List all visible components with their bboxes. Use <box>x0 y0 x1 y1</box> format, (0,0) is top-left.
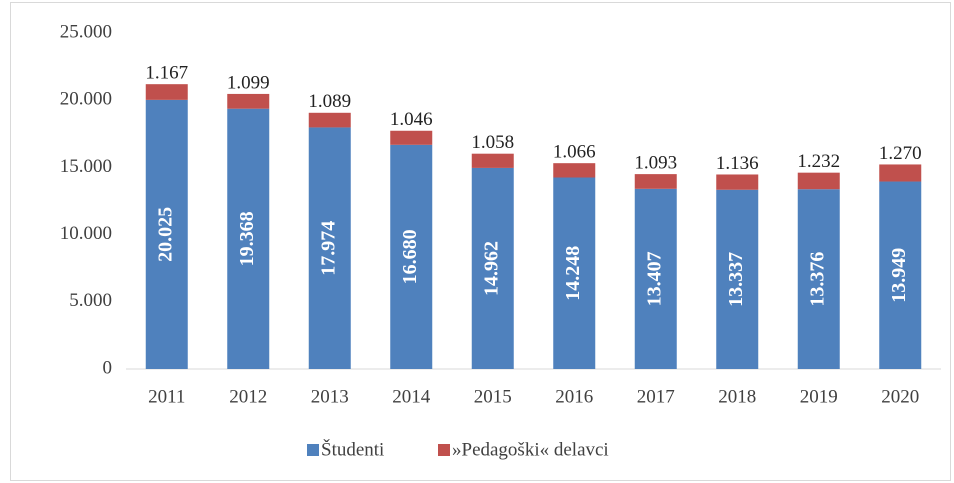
data-label: 16.680 <box>399 229 421 284</box>
data-label: 13.337 <box>725 252 747 307</box>
y-tick-label: 0 <box>103 357 113 378</box>
bar-segment <box>308 112 351 128</box>
bar-segment <box>553 163 596 178</box>
y-tick-label: 15.000 <box>60 156 112 177</box>
x-tick-label: 2019 <box>800 386 838 407</box>
data-label: 17.974 <box>317 221 339 276</box>
y-tick-label: 10.000 <box>60 223 112 244</box>
bar-segment <box>553 177 596 369</box>
data-label: 1.167 <box>145 63 188 84</box>
bar-segment <box>227 93 270 109</box>
y-tick-label: 20.000 <box>60 89 112 110</box>
data-label: 1.093 <box>634 152 677 173</box>
x-tick-label: 2014 <box>392 386 431 407</box>
bar-segment <box>227 108 270 369</box>
bar-segment <box>634 188 677 369</box>
legend-swatch <box>307 444 319 456</box>
legend-label: Študenti <box>321 438 384 460</box>
x-tick-label: 2015 <box>474 386 512 407</box>
data-label: 13.407 <box>643 251 665 306</box>
data-label: 1.066 <box>553 142 596 163</box>
data-label: 14.248 <box>562 246 584 301</box>
data-label: 14.962 <box>480 241 502 296</box>
bar-segment <box>145 84 188 100</box>
bar-segment <box>145 99 188 369</box>
x-tick-label: 2020 <box>881 386 919 407</box>
bar-segment <box>634 174 677 189</box>
x-tick-label: 2018 <box>718 386 756 407</box>
x-tick-label: 2013 <box>311 386 349 407</box>
data-label: 1.046 <box>390 109 433 130</box>
x-tick-label: 2012 <box>229 386 267 407</box>
bar-segment <box>308 127 351 369</box>
bar-segment <box>797 189 840 369</box>
x-tick-label: 2016 <box>555 386 593 407</box>
bar-segment <box>471 153 514 168</box>
y-tick-label: 5.000 <box>69 290 112 311</box>
bar-segment <box>471 167 514 369</box>
legend-label: »Pedagoški« delavci <box>452 439 609 460</box>
data-label: 13.949 <box>888 248 910 303</box>
data-label: 1.270 <box>879 143 922 164</box>
data-label: 1.232 <box>797 151 840 172</box>
bar-segment <box>716 189 759 369</box>
legend: Študenti »Pedagoški« delavci <box>307 438 609 460</box>
y-tick-label: 25.000 <box>60 21 112 42</box>
bar-segment <box>390 130 433 145</box>
x-tick-label: 2017 <box>637 386 675 407</box>
legend-swatch <box>438 444 450 456</box>
data-label: 1.089 <box>308 91 351 112</box>
data-label: 1.099 <box>227 72 270 93</box>
data-label: 20.025 <box>154 207 176 262</box>
bar-segment <box>879 164 922 182</box>
x-tick-label: 2011 <box>148 386 185 407</box>
bar-segment <box>716 174 759 190</box>
bar-segment <box>797 172 840 190</box>
bar-segment <box>879 181 922 369</box>
data-label: 19.368 <box>236 211 258 266</box>
data-label: 1.058 <box>471 132 514 153</box>
data-label: 13.376 <box>806 252 828 307</box>
data-label: 1.136 <box>716 153 759 174</box>
bar-segment <box>390 144 433 369</box>
